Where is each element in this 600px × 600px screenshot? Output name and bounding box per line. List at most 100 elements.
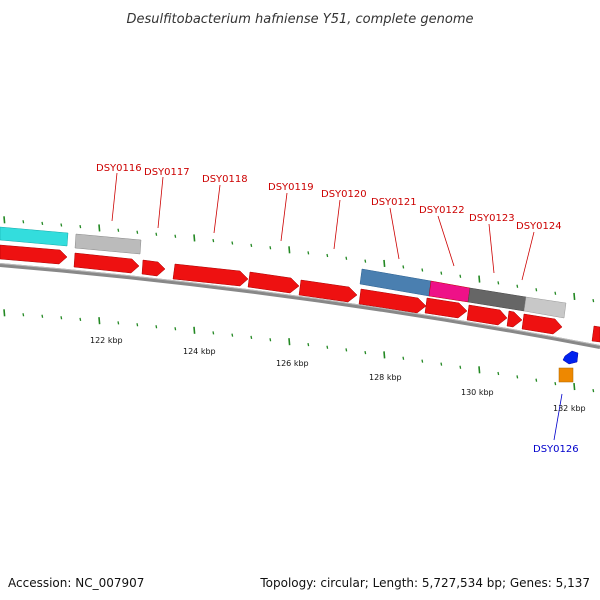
minor-tick	[364, 259, 367, 263]
minor-tick	[345, 348, 348, 352]
minor-tick	[231, 333, 234, 337]
minor-tick	[326, 345, 329, 349]
kbp-label: 130 kbp	[461, 388, 494, 397]
minor-tick	[592, 389, 595, 393]
orange-feature[interactable]	[558, 367, 574, 383]
genome-backbone-highlight	[0, 263, 600, 346]
gene-label-dsy0123[interactable]: DSY0123	[469, 213, 515, 224]
gene-label-dsy0121[interactable]: DSY0121	[371, 197, 417, 208]
gene-arrow[interactable]	[424, 297, 468, 319]
minor-tick	[155, 325, 158, 329]
gene-label-dsy0126[interactable]: DSY0126	[533, 444, 579, 455]
gene-arrow[interactable]	[298, 279, 358, 303]
kbp-label: 122 kbp	[90, 336, 123, 345]
minor-tick	[307, 251, 310, 255]
minor-tick	[136, 230, 139, 234]
gene-label-dsy0117[interactable]: DSY0117	[144, 167, 190, 178]
label-leader	[437, 215, 455, 267]
minor-tick	[174, 327, 177, 331]
major-tick	[288, 338, 291, 346]
major-tick	[288, 246, 291, 254]
label-leader	[157, 176, 164, 229]
magenta-feature[interactable]	[428, 280, 471, 303]
accession-text: Accession: NC_007907	[8, 576, 144, 590]
gene-label-dsy0118[interactable]: DSY0118	[202, 174, 248, 185]
major-tick	[98, 224, 101, 232]
minor-tick	[269, 246, 272, 250]
minor-tick	[345, 256, 348, 260]
minor-tick	[22, 313, 25, 317]
minor-tick	[535, 288, 538, 292]
major-tick	[478, 366, 481, 374]
minor-tick	[117, 321, 120, 325]
minor-tick	[516, 284, 519, 288]
major-tick	[478, 275, 481, 283]
kbp-label: 126 kbp	[276, 359, 309, 368]
gene-label-dsy0119[interactable]: DSY0119	[268, 182, 314, 193]
major-tick	[3, 216, 6, 224]
gene-arrow[interactable]	[506, 310, 523, 328]
gene-label-dsy0120[interactable]: DSY0120	[321, 189, 367, 200]
minor-tick	[250, 335, 253, 340]
minor-tick	[535, 378, 538, 382]
gene-labels: DSY0116 DSY0117 DSY0118 DSY0119 DSY0120 …	[96, 163, 579, 455]
label-leader	[280, 192, 288, 242]
gene-arrow[interactable]	[73, 252, 140, 274]
gene-label-dsy0124[interactable]: DSY0124	[516, 221, 562, 232]
scale-labels: 122 kbp 124 kbp 126 kbp 128 kbp 130 kbp …	[90, 336, 586, 413]
kbp-label: 132 kbp	[553, 404, 586, 413]
gene-arrow[interactable]	[141, 259, 166, 277]
minor-tick	[231, 241, 234, 245]
major-tick	[98, 317, 101, 325]
gene-arrow[interactable]	[466, 304, 508, 326]
gene-arrow[interactable]	[591, 325, 600, 343]
minor-tick	[592, 298, 595, 303]
minor-tick	[421, 359, 424, 363]
major-tick	[193, 234, 196, 242]
minor-tick	[402, 356, 405, 360]
minor-tick	[41, 314, 44, 318]
minor-tick	[79, 317, 82, 322]
minor-tick	[155, 232, 158, 236]
minor-tick	[212, 239, 215, 243]
major-tick	[383, 351, 386, 359]
feature-row-lower	[0, 244, 600, 343]
label-leader	[333, 199, 341, 250]
minor-tick	[497, 371, 500, 376]
label-leader	[389, 207, 400, 260]
minor-tick	[402, 265, 405, 269]
blue-feature[interactable]	[562, 350, 579, 365]
inner-tick-row	[3, 309, 595, 393]
label-leader	[488, 223, 495, 274]
gene-label-dsy0122[interactable]: DSY0122	[419, 205, 465, 216]
minor-tick	[459, 365, 462, 369]
minor-tick	[459, 274, 462, 278]
gene-arrow[interactable]	[172, 263, 249, 287]
minor-tick	[212, 331, 215, 335]
minor-tick	[554, 291, 557, 295]
gene-arrow[interactable]	[247, 271, 300, 294]
minor-tick	[174, 234, 177, 238]
minor-tick	[60, 316, 63, 320]
label-leader	[553, 393, 563, 441]
major-tick	[383, 259, 386, 268]
major-tick	[573, 383, 576, 391]
gene-arrow[interactable]	[521, 313, 563, 335]
minor-tick	[497, 281, 500, 285]
major-tick	[573, 292, 576, 300]
outer-tick-row	[3, 216, 595, 303]
cyan-feature[interactable]	[0, 226, 69, 247]
gene-arrow[interactable]	[358, 288, 427, 314]
minor-tick	[269, 338, 272, 342]
gene-label-dsy0116[interactable]: DSY0116	[96, 163, 142, 174]
major-tick	[193, 326, 196, 334]
kbp-label: 128 kbp	[369, 373, 402, 382]
grey-feature[interactable]	[74, 233, 142, 255]
minor-tick	[41, 221, 44, 225]
lightgrey-feature[interactable]	[523, 296, 567, 319]
minor-tick	[117, 228, 120, 232]
major-tick	[3, 309, 6, 317]
gene-arrow[interactable]	[0, 244, 68, 265]
minor-tick	[22, 220, 25, 224]
minor-tick	[516, 375, 519, 379]
